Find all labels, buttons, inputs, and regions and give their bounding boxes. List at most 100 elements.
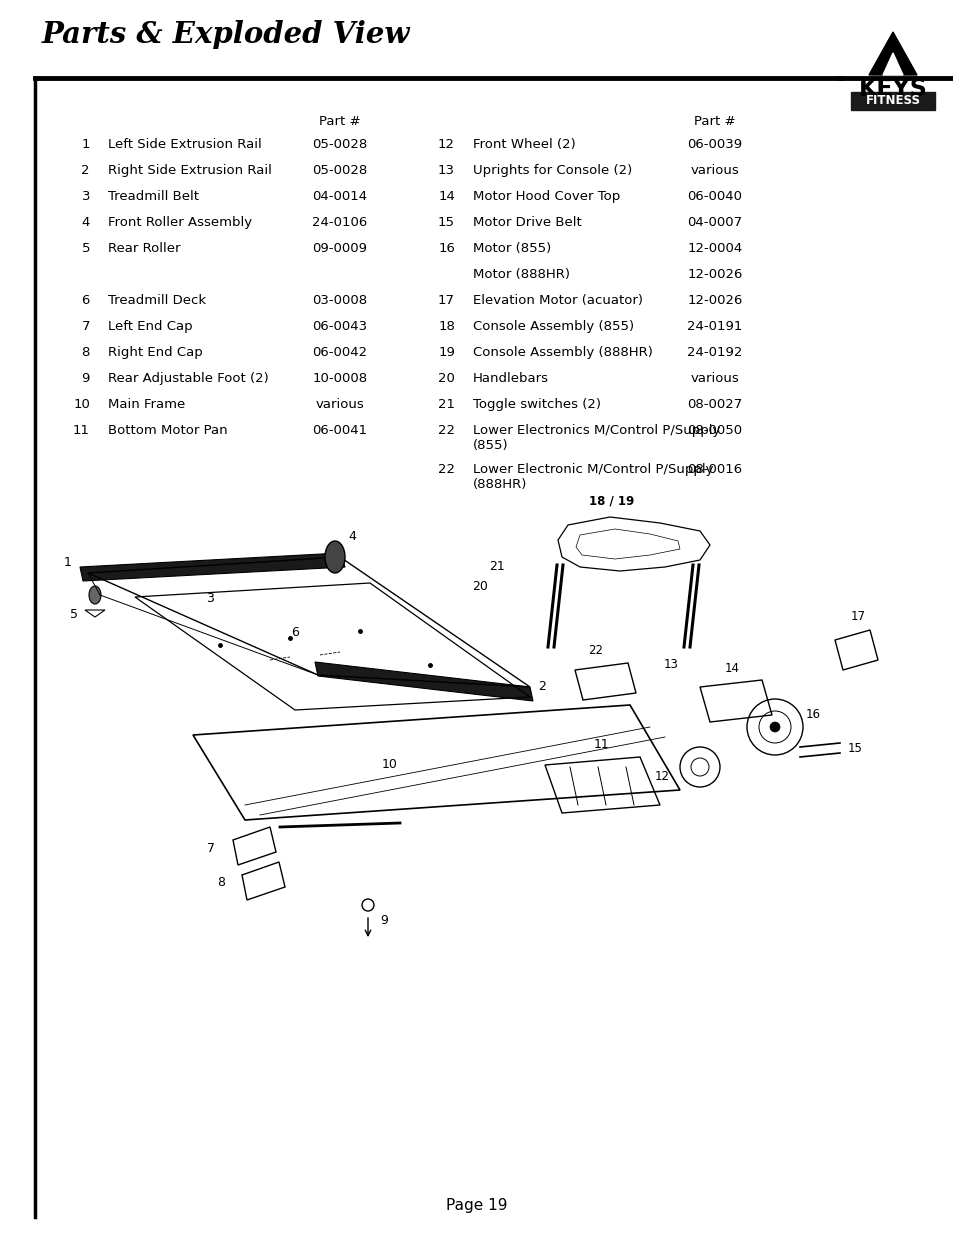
Text: Page 19: Page 19 — [446, 1198, 507, 1213]
Text: Motor Drive Belt: Motor Drive Belt — [473, 216, 581, 228]
Polygon shape — [314, 662, 533, 701]
Text: Parts & Exploded View: Parts & Exploded View — [42, 20, 410, 49]
Text: 7: 7 — [81, 320, 90, 333]
Text: Console Assembly (888HR): Console Assembly (888HR) — [473, 346, 652, 359]
Text: Treadmill Belt: Treadmill Belt — [108, 190, 199, 203]
Text: Motor (888HR): Motor (888HR) — [473, 268, 569, 282]
Text: 8: 8 — [216, 877, 225, 889]
Text: 15: 15 — [437, 216, 455, 228]
Text: 16: 16 — [805, 709, 821, 721]
Text: 3: 3 — [81, 190, 90, 203]
Text: 22: 22 — [437, 463, 455, 475]
Text: Lower Electronic M/Control P/Supply
(888HR): Lower Electronic M/Control P/Supply (888… — [473, 463, 713, 492]
Text: 08-0027: 08-0027 — [687, 398, 741, 411]
Text: Motor (855): Motor (855) — [473, 242, 551, 254]
Text: various: various — [315, 398, 364, 411]
Text: 1: 1 — [81, 138, 90, 151]
Text: Part #: Part # — [319, 115, 360, 128]
Text: 12: 12 — [437, 138, 455, 151]
Text: Rear Roller: Rear Roller — [108, 242, 180, 254]
Polygon shape — [80, 553, 345, 580]
Text: 1: 1 — [64, 557, 71, 569]
Ellipse shape — [89, 585, 101, 604]
Text: 06-0042: 06-0042 — [313, 346, 367, 359]
Text: Left End Cap: Left End Cap — [108, 320, 193, 333]
Text: 18 / 19: 18 / 19 — [589, 494, 634, 508]
Circle shape — [769, 722, 780, 732]
Text: 03-0008: 03-0008 — [313, 294, 367, 308]
Text: 19: 19 — [437, 346, 455, 359]
Text: various: various — [690, 164, 739, 177]
Text: 20: 20 — [472, 580, 488, 594]
Text: Uprights for Console (2): Uprights for Console (2) — [473, 164, 632, 177]
Text: various: various — [690, 372, 739, 385]
Text: 3: 3 — [206, 593, 213, 605]
Text: 9: 9 — [82, 372, 90, 385]
Text: Handlebars: Handlebars — [473, 372, 548, 385]
Text: 13: 13 — [663, 658, 679, 672]
Text: Treadmill Deck: Treadmill Deck — [108, 294, 206, 308]
Text: 7: 7 — [207, 841, 214, 855]
Text: 05-0028: 05-0028 — [312, 164, 367, 177]
Text: 6: 6 — [82, 294, 90, 308]
Text: Motor Hood Cover Top: Motor Hood Cover Top — [473, 190, 619, 203]
Text: 10: 10 — [73, 398, 90, 411]
Text: Left Side Extrusion Rail: Left Side Extrusion Rail — [108, 138, 261, 151]
Text: Right End Cap: Right End Cap — [108, 346, 203, 359]
Text: 15: 15 — [847, 742, 862, 756]
Polygon shape — [882, 53, 902, 75]
Text: FITNESS: FITNESS — [864, 95, 920, 107]
Ellipse shape — [325, 541, 345, 573]
Text: 10-0008: 10-0008 — [313, 372, 367, 385]
Text: Elevation Motor (acuator): Elevation Motor (acuator) — [473, 294, 642, 308]
Text: Console Assembly (855): Console Assembly (855) — [473, 320, 634, 333]
Text: 4: 4 — [348, 531, 355, 543]
Text: 17: 17 — [850, 610, 864, 622]
Text: 22: 22 — [437, 424, 455, 437]
Text: 08-0050: 08-0050 — [687, 424, 741, 437]
Text: 16: 16 — [437, 242, 455, 254]
Text: 11: 11 — [594, 739, 609, 751]
Text: 17: 17 — [437, 294, 455, 308]
Text: 2: 2 — [537, 680, 545, 694]
Text: 14: 14 — [437, 190, 455, 203]
Text: 08-0016: 08-0016 — [687, 463, 741, 475]
Text: 8: 8 — [82, 346, 90, 359]
Text: 5: 5 — [70, 609, 78, 621]
Text: 9: 9 — [379, 914, 388, 926]
Text: 5: 5 — [81, 242, 90, 254]
Text: 11: 11 — [73, 424, 90, 437]
Text: Front Wheel (2): Front Wheel (2) — [473, 138, 576, 151]
Text: 22: 22 — [588, 643, 603, 657]
Text: 24-0191: 24-0191 — [686, 320, 741, 333]
Text: 20: 20 — [437, 372, 455, 385]
Text: Right Side Extrusion Rail: Right Side Extrusion Rail — [108, 164, 272, 177]
Text: 6: 6 — [291, 625, 298, 638]
Text: 21: 21 — [489, 561, 504, 573]
Text: 13: 13 — [437, 164, 455, 177]
Text: 21: 21 — [437, 398, 455, 411]
Text: 06-0041: 06-0041 — [313, 424, 367, 437]
Text: 06-0043: 06-0043 — [313, 320, 367, 333]
Text: 2: 2 — [81, 164, 90, 177]
Text: 14: 14 — [723, 662, 739, 676]
Text: 10: 10 — [381, 758, 397, 772]
Text: 06-0039: 06-0039 — [687, 138, 741, 151]
Text: Part #: Part # — [694, 115, 735, 128]
Text: Lower Electronics M/Control P/Supply
(855): Lower Electronics M/Control P/Supply (85… — [473, 424, 720, 452]
Text: 4: 4 — [82, 216, 90, 228]
Text: Toggle switches (2): Toggle switches (2) — [473, 398, 600, 411]
Text: 12: 12 — [655, 771, 669, 783]
Text: 09-0009: 09-0009 — [313, 242, 367, 254]
Polygon shape — [868, 32, 916, 75]
Text: 12-0004: 12-0004 — [687, 242, 741, 254]
Text: 24-0192: 24-0192 — [686, 346, 741, 359]
Text: 05-0028: 05-0028 — [312, 138, 367, 151]
Text: KEYS: KEYS — [858, 77, 926, 101]
FancyBboxPatch shape — [850, 91, 934, 110]
Text: Main Frame: Main Frame — [108, 398, 185, 411]
Text: 06-0040: 06-0040 — [687, 190, 741, 203]
Text: 24-0106: 24-0106 — [312, 216, 367, 228]
Text: 12-0026: 12-0026 — [686, 294, 741, 308]
Text: Bottom Motor Pan: Bottom Motor Pan — [108, 424, 228, 437]
